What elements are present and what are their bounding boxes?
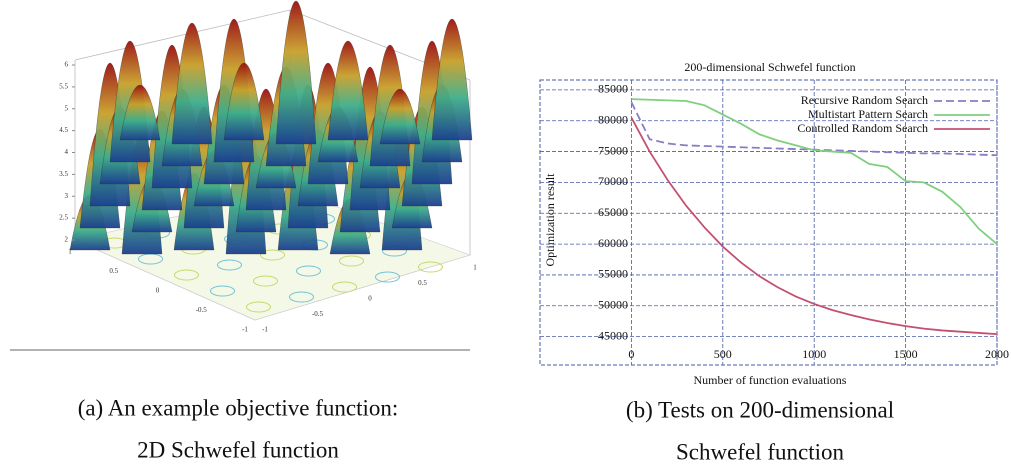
contour xyxy=(174,269,199,281)
x-tick-label: -1 xyxy=(242,326,248,334)
caption: 2D Schwefel function xyxy=(137,437,339,462)
contour xyxy=(260,249,285,261)
x-axis-label: Number of function evaluations xyxy=(694,373,847,387)
chart-title: 200-dimensional Schwefel function xyxy=(684,60,855,74)
contour xyxy=(332,281,357,293)
peak xyxy=(327,41,369,141)
x-tick-label: 0 xyxy=(628,347,634,361)
z-tick-label: 5 xyxy=(65,104,69,112)
peak xyxy=(379,89,421,145)
y-tick-label: -1 xyxy=(262,326,268,334)
caption: Schwefel function xyxy=(676,439,844,464)
caption: (a) An example objective function: xyxy=(78,395,399,420)
z-tick-label: 2 xyxy=(65,236,69,244)
plot-frame xyxy=(539,79,998,366)
legend-label: Controlled Random Search xyxy=(797,121,928,135)
x-tick-label: 0.5 xyxy=(109,267,118,275)
y-tick-label: 45000 xyxy=(598,328,628,342)
legend-label: Multistart Pattern Search xyxy=(808,107,928,121)
y-tick-label: 70000 xyxy=(598,174,628,188)
peak xyxy=(223,63,265,141)
contour xyxy=(418,261,443,273)
y-tick-label: 0.5 xyxy=(418,279,427,287)
x-tick-label: 500 xyxy=(714,347,732,361)
series-line xyxy=(630,117,998,336)
contour xyxy=(296,265,321,277)
x-tick-label: 1500 xyxy=(894,347,918,361)
x-tick-label: 0 xyxy=(156,287,160,295)
peak xyxy=(431,19,473,141)
peak xyxy=(275,0,317,145)
x-tick-label: 2000 xyxy=(985,347,1009,361)
y-tick-label: 55000 xyxy=(598,267,628,281)
z-tick-label: 4.5 xyxy=(59,126,68,134)
y-tick-label: 65000 xyxy=(598,205,628,219)
z-tick-label: 2.5 xyxy=(59,214,68,222)
z-tick-label: 6 xyxy=(65,61,69,69)
surface xyxy=(69,0,473,255)
y-tick-label: 0 xyxy=(368,295,372,303)
peak xyxy=(119,85,161,141)
contour xyxy=(246,301,271,313)
y-tick-label: 75000 xyxy=(598,143,628,157)
y-tick-label: -0.5 xyxy=(312,310,324,318)
contour xyxy=(217,259,242,271)
legend-label: Recursive Random Search xyxy=(801,93,928,107)
contour xyxy=(253,275,278,287)
z-tick-label: 4 xyxy=(65,148,69,156)
caption: (b) Tests on 200-dimensional xyxy=(626,397,894,422)
x-tick-label: 1 xyxy=(68,248,72,256)
z-tick-label: 3.5 xyxy=(59,170,68,178)
y-axis-label: Optimization result xyxy=(543,173,557,267)
y-tick-label: 80000 xyxy=(598,112,628,126)
y-tick-label: 60000 xyxy=(598,236,628,250)
x-tick-label: 1000 xyxy=(802,347,826,361)
y-tick-label: 85000 xyxy=(598,82,628,96)
peak xyxy=(171,23,213,145)
contour xyxy=(375,271,400,283)
y-tick-label: 50000 xyxy=(598,298,628,312)
contour xyxy=(339,255,364,267)
contour xyxy=(289,291,314,303)
y-tick-label: 1 xyxy=(473,264,477,272)
series-line xyxy=(631,98,998,245)
z-tick-label: 5.5 xyxy=(59,82,68,90)
z-tick-label: 3 xyxy=(65,192,69,200)
x-tick-label: -0.5 xyxy=(196,306,208,314)
contour xyxy=(210,285,235,297)
